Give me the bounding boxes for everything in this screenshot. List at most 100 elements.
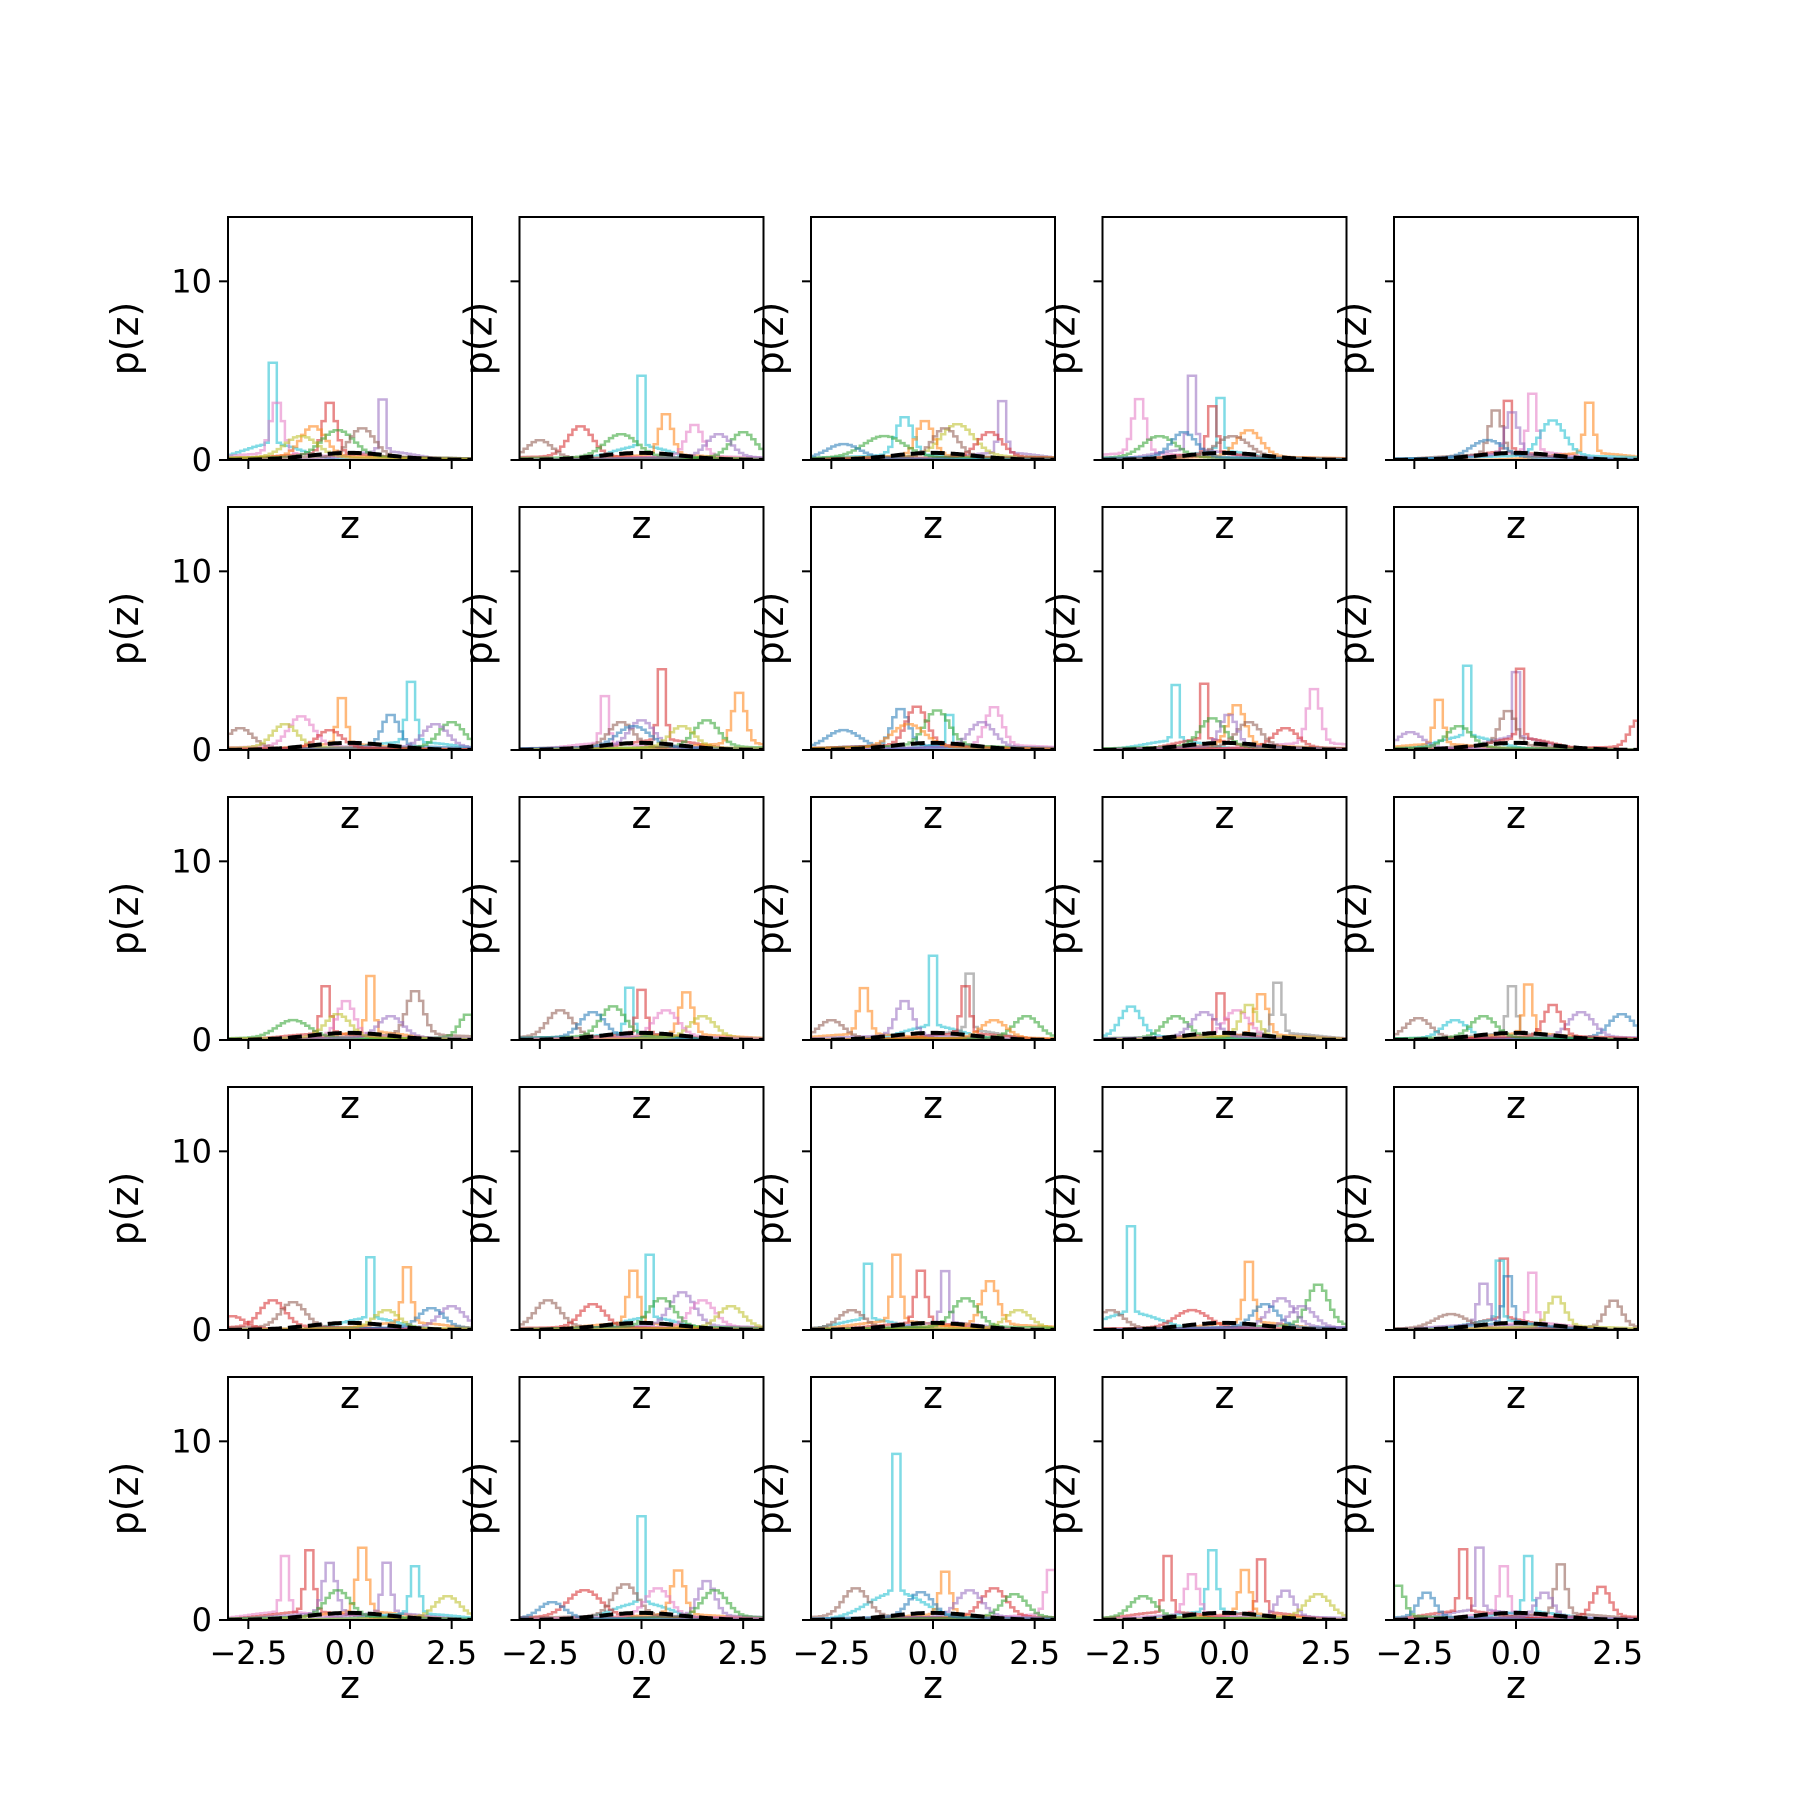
subplot-2-2: z p(z) xyxy=(457,506,765,837)
x-tick-label: −2.5 xyxy=(501,1634,579,1672)
plot-area xyxy=(1102,981,1347,1040)
y-tick-label: 0 xyxy=(192,441,212,479)
plot-area xyxy=(811,1452,1055,1620)
x-axis-label: z xyxy=(1506,503,1526,547)
y-axis-label: p(z) xyxy=(1331,1172,1375,1246)
plot-area xyxy=(228,361,472,460)
y-axis-label: p(z) xyxy=(1040,592,1084,666)
histogram-series xyxy=(228,434,472,460)
subplot-4-5: z p(z) xyxy=(1331,1086,1639,1417)
plot-area xyxy=(1394,392,1638,460)
plot-area xyxy=(519,1514,764,1620)
y-axis-label: p(z) xyxy=(1040,302,1084,376)
plot-area xyxy=(228,974,472,1040)
x-axis-label: z xyxy=(1506,1663,1526,1707)
subplot-3-5: z p(z) xyxy=(1331,796,1639,1127)
plot-area xyxy=(1102,1224,1347,1330)
plot-area xyxy=(811,399,1055,460)
subplot-4-4: z p(z) xyxy=(1040,1086,1348,1417)
subplot-3-3: z p(z) xyxy=(748,796,1056,1127)
y-axis-label: p(z) xyxy=(457,1172,501,1246)
subplot-5-5: −2.5 0.0 2.5 z p(z) xyxy=(1331,1376,1643,1707)
subplot-5-4: −2.5 0.0 2.5 z p(z) xyxy=(1040,1376,1352,1707)
plot-area xyxy=(519,1253,764,1330)
y-axis-label: p(z) xyxy=(103,882,147,956)
subplot-1-2: z p(z) xyxy=(457,216,765,547)
subplot-2-3: z p(z) xyxy=(748,506,1056,837)
plot-area xyxy=(1102,374,1347,460)
y-axis-label: p(z) xyxy=(1331,592,1375,666)
x-axis-label: z xyxy=(923,1663,943,1707)
x-tick-label: 2.5 xyxy=(1009,1634,1060,1672)
plot-area xyxy=(1394,983,1638,1040)
y-axis-label: p(z) xyxy=(1040,882,1084,956)
x-axis-label: z xyxy=(1506,1373,1526,1417)
subplot-4-1: 0 10 z p(z) xyxy=(103,1086,473,1417)
x-axis-label: z xyxy=(340,1083,360,1127)
plot-area xyxy=(811,1253,1055,1330)
y-axis-label: p(z) xyxy=(748,882,792,956)
y-axis-label: p(z) xyxy=(748,592,792,666)
subplot-3-4: z p(z) xyxy=(1040,796,1348,1127)
y-axis-label: p(z) xyxy=(103,592,147,666)
axes-frame xyxy=(810,216,1056,461)
y-axis-label: p(z) xyxy=(1331,882,1375,956)
x-axis-label: z xyxy=(1215,793,1235,837)
y-tick-label: 0 xyxy=(192,731,212,769)
plot-area xyxy=(811,705,1055,750)
plot-area xyxy=(519,667,764,750)
y-axis-label: p(z) xyxy=(1331,302,1375,376)
y-tick-label: 0 xyxy=(192,1311,212,1349)
x-tick-label: −2.5 xyxy=(1084,1634,1162,1672)
x-tick-label: 2.5 xyxy=(1301,1634,1352,1672)
x-axis-label: z xyxy=(923,1373,943,1417)
y-axis-label: p(z) xyxy=(457,1462,501,1536)
plot-area xyxy=(228,1546,472,1620)
subplot-5-3: −2.5 0.0 2.5 z p(z) xyxy=(748,1376,1060,1707)
plot-area xyxy=(1394,1257,1638,1330)
subplot-3-1: 0 10 z p(z) xyxy=(103,796,473,1127)
y-axis-label: p(z) xyxy=(748,1172,792,1246)
y-axis-label: p(z) xyxy=(1040,1462,1084,1536)
y-axis-label: p(z) xyxy=(1331,1462,1375,1536)
y-tick-label: 0 xyxy=(192,1021,212,1059)
y-axis-label: p(z) xyxy=(457,882,501,956)
subplot-3-2: z p(z) xyxy=(457,796,765,1127)
plot-area xyxy=(519,986,764,1040)
subplot-1-5: z p(z) xyxy=(1331,216,1639,547)
x-tick-label: 2.5 xyxy=(718,1634,769,1672)
plot-area xyxy=(519,374,764,460)
x-tick-label: 0.0 xyxy=(1199,1634,1250,1672)
y-axis-label: p(z) xyxy=(748,302,792,376)
subplot-2-5: z p(z) xyxy=(1331,506,1639,837)
x-tick-label: 2.5 xyxy=(1592,1634,1643,1672)
subplot-2-1: 0 10 z p(z) xyxy=(103,506,473,837)
y-axis-label: p(z) xyxy=(457,592,501,666)
x-axis-label: z xyxy=(923,793,943,837)
y-axis-label: p(z) xyxy=(457,302,501,376)
subplot-5-1: −2.5 0.0 2.5 0 10 z p(z) xyxy=(103,1376,477,1707)
y-axis-label: p(z) xyxy=(1040,1172,1084,1246)
x-axis-label: z xyxy=(1215,503,1235,547)
x-tick-label: 0.0 xyxy=(325,1634,376,1672)
y-tick-label: 10 xyxy=(171,1422,212,1460)
x-axis-label: z xyxy=(340,793,360,837)
plot-area xyxy=(228,1256,472,1330)
histogram-series xyxy=(1394,1546,1638,1620)
y-tick-label: 10 xyxy=(171,842,212,880)
y-tick-label: 10 xyxy=(171,262,212,300)
plot-area xyxy=(228,680,472,750)
plot-area xyxy=(1394,1546,1638,1620)
x-axis-label: z xyxy=(1215,1373,1235,1417)
y-axis-label: p(z) xyxy=(103,1462,147,1536)
histogram-series xyxy=(811,954,1055,1040)
y-axis-label: p(z) xyxy=(748,1462,792,1536)
x-axis-label: z xyxy=(632,1083,652,1127)
x-axis-label: z xyxy=(632,793,652,837)
histogram-series xyxy=(1102,1224,1347,1330)
x-tick-label: −2.5 xyxy=(1375,1634,1453,1672)
y-tick-label: 10 xyxy=(171,552,212,590)
x-tick-label: 0.0 xyxy=(908,1634,959,1672)
plot-area xyxy=(1102,1548,1347,1620)
x-axis-label: z xyxy=(923,1083,943,1127)
